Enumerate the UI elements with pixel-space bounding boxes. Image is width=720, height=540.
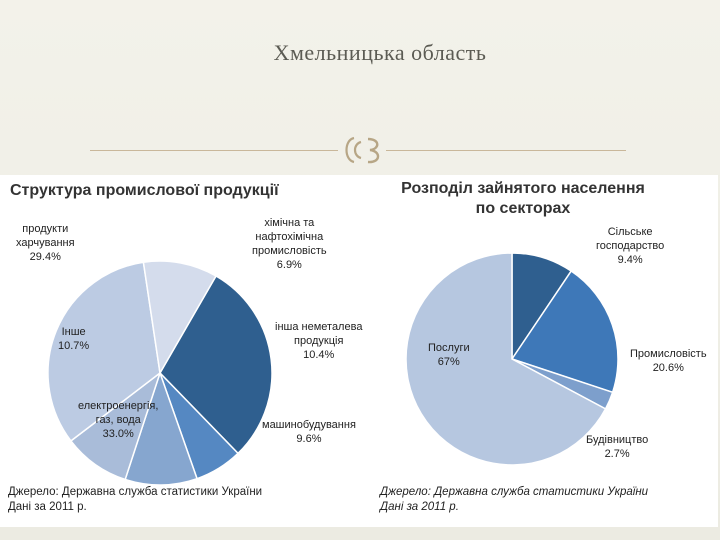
chart-title-industry: Структура промислової продукції bbox=[10, 182, 279, 199]
slice-label-energy: електроенергія, газ, вода 33.0% bbox=[78, 400, 159, 440]
pie-slice-energy bbox=[47, 261, 161, 442]
industrial-structure-panel: Структура промислової продукції продукти… bbox=[0, 175, 372, 527]
divider-right bbox=[386, 150, 626, 151]
slice-label-agriculture: Сільське господарство 9.4% bbox=[596, 226, 665, 266]
employment-panel: Розподіл зайнятого населення по секторах… bbox=[372, 175, 718, 527]
slice-label-food: продукти харчування 29.4% bbox=[16, 223, 75, 263]
source-note-industry: Джерело: Державна служба статистики Укра… bbox=[8, 486, 263, 513]
slice-label-machinery: машинобудування 9.6% bbox=[262, 419, 356, 445]
slice-label-services: Послуги 67% bbox=[428, 342, 470, 368]
pie-slice-other bbox=[142, 260, 218, 376]
employment-pie-chart bbox=[405, 252, 619, 466]
source-note-employment: Джерело: Державна служба статистики Укра… bbox=[380, 486, 649, 513]
industry-pie-chart bbox=[47, 260, 273, 486]
slice-label-other: Інше 10.7% bbox=[58, 326, 90, 352]
slice-label-chemical: хімічна та нафтохімічна промисловість 6.… bbox=[252, 217, 327, 271]
divider-left bbox=[90, 150, 338, 151]
slide-title: Хмельницька область bbox=[273, 40, 487, 65]
slice-label-construction: Будівництво 2.7% bbox=[586, 434, 649, 460]
ornament-icon bbox=[345, 136, 380, 164]
pie-slice-nonmetal bbox=[124, 370, 199, 486]
pie-slice-industry bbox=[510, 270, 619, 394]
chart-title-employment: Розподіл зайнятого населення по секторах bbox=[401, 180, 645, 217]
pie-slice-food bbox=[159, 274, 273, 455]
slice-label-nonmetal: інша неметалева продукція 10.4% bbox=[275, 321, 363, 361]
slice-label-industry: Промисловість 20.6% bbox=[630, 348, 707, 374]
pie-slice-services bbox=[405, 252, 607, 466]
